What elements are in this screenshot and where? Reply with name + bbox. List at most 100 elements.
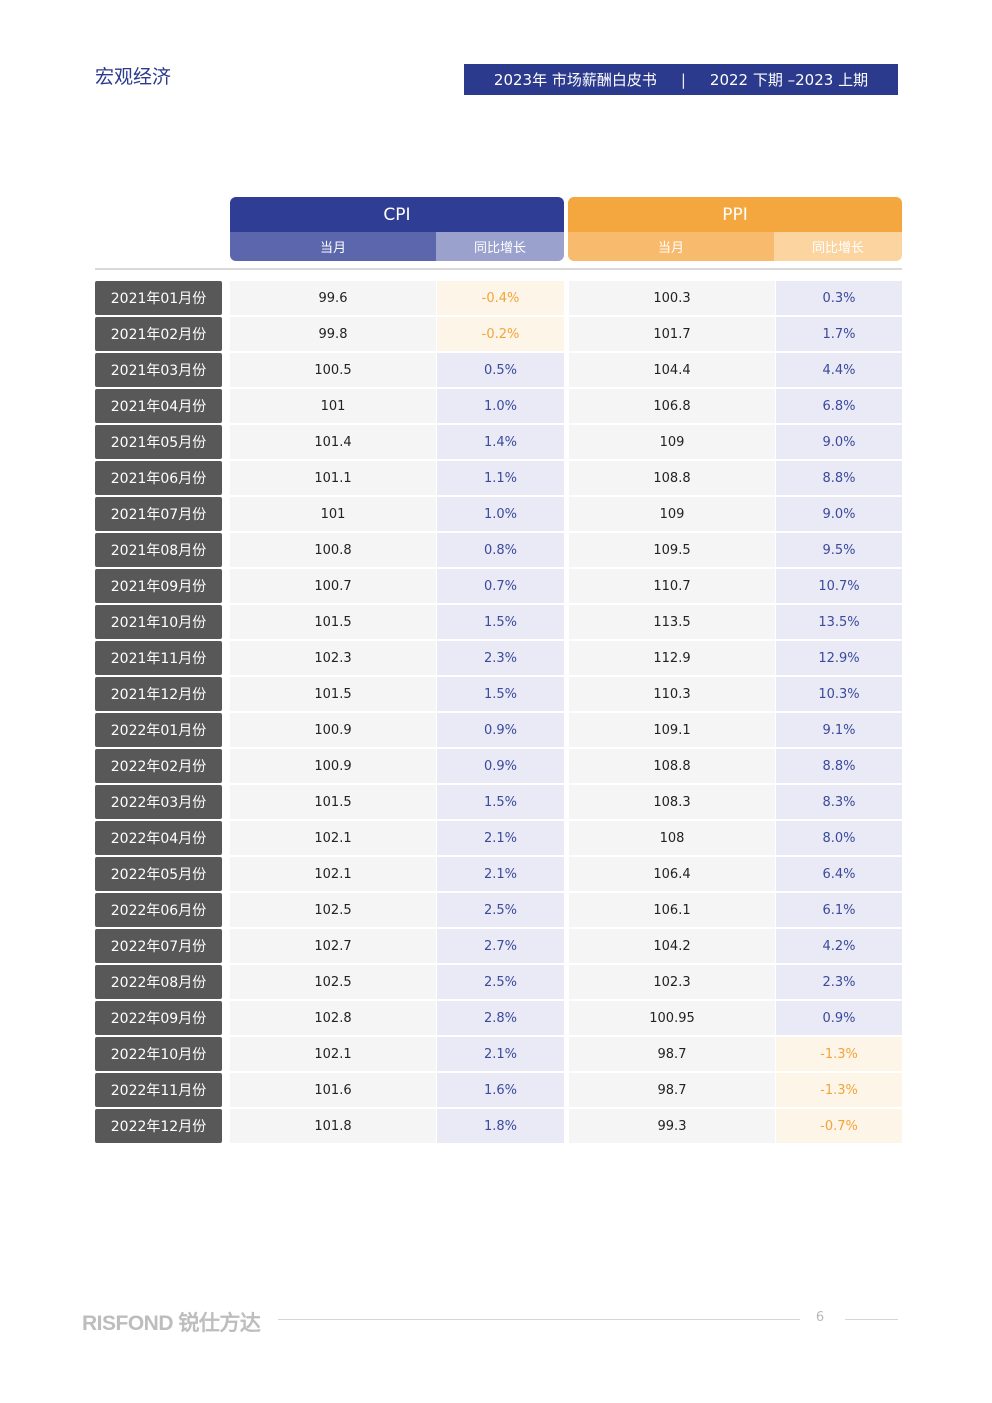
cpi-growth-cell: 0.9% [437, 749, 564, 783]
cpi-value-cell: 102.5 [230, 893, 436, 927]
cpi-growth-cell: -0.4% [437, 281, 564, 315]
month-label: 2021年05月份 [95, 425, 222, 459]
month-label: 2021年12月份 [95, 677, 222, 711]
month-label: 2022年05月份 [95, 857, 222, 891]
cpi-value-cell: 100.9 [230, 713, 436, 747]
ppi-growth-cell: 2.3% [776, 965, 902, 999]
ppi-growth-cell: 10.7% [776, 569, 902, 603]
cpi-growth-cell: 2.3% [437, 641, 564, 675]
cpi-growth-cell: 1.5% [437, 677, 564, 711]
ppi-growth-cell: 13.5% [776, 605, 902, 639]
month-label: 2021年06月份 [95, 461, 222, 495]
table-row: 2021年05月份 101.4 1.4% 109 9.0% [0, 425, 992, 459]
cpi-growth-cell: 1.0% [437, 389, 564, 423]
cpi-value-cell: 101 [230, 389, 436, 423]
month-label: 2021年02月份 [95, 317, 222, 351]
cpi-growth-cell: 2.5% [437, 965, 564, 999]
cpi-growth-cell: 1.6% [437, 1073, 564, 1107]
cpi-growth-cell: 0.5% [437, 353, 564, 387]
cpi-value-cell: 102.1 [230, 1037, 436, 1071]
month-label: 2022年11月份 [95, 1073, 222, 1107]
banner-title: 2023年 市场薪酬白皮书 [493, 71, 657, 89]
banner-separator: | [680, 70, 686, 89]
ppi-value-cell: 104.2 [569, 929, 775, 963]
ppi-growth-cell: 8.3% [776, 785, 902, 819]
ppi-col-growth: 同比增长 [774, 232, 902, 261]
table-row: 2021年09月份 100.7 0.7% 110.7 10.7% [0, 569, 992, 603]
table-row: 2022年11月份 101.6 1.6% 98.7 -1.3% [0, 1073, 992, 1107]
ppi-growth-cell: 10.3% [776, 677, 902, 711]
ppi-value-cell: 98.7 [569, 1037, 775, 1071]
cpi-value-cell: 99.6 [230, 281, 436, 315]
table-row: 2022年08月份 102.5 2.5% 102.3 2.3% [0, 965, 992, 999]
table-row: 2022年06月份 102.5 2.5% 106.1 6.1% [0, 893, 992, 927]
ppi-value-cell: 98.7 [569, 1073, 775, 1107]
cpi-growth-cell: 2.7% [437, 929, 564, 963]
ppi-value-cell: 109.5 [569, 533, 775, 567]
ppi-growth-cell: 4.2% [776, 929, 902, 963]
cpi-growth-cell: 2.1% [437, 857, 564, 891]
cpi-value-cell: 102.5 [230, 965, 436, 999]
table-row: 2022年10月份 102.1 2.1% 98.7 -1.3% [0, 1037, 992, 1071]
ppi-growth-cell: 12.9% [776, 641, 902, 675]
month-label: 2022年04月份 [95, 821, 222, 855]
footer-logo: RISFOND 锐仕方达 [82, 1312, 261, 1335]
footer-divider-left [278, 1319, 800, 1320]
month-label: 2021年11月份 [95, 641, 222, 675]
month-label: 2022年12月份 [95, 1109, 222, 1143]
ppi-growth-cell: 0.3% [776, 281, 902, 315]
table-row: 2022年05月份 102.1 2.1% 106.4 6.4% [0, 857, 992, 891]
section-title: 宏观经济 [95, 66, 172, 88]
ppi-value-cell: 106.1 [569, 893, 775, 927]
table-row: 2022年03月份 101.5 1.5% 108.3 8.3% [0, 785, 992, 819]
month-label: 2021年10月份 [95, 605, 222, 639]
cpi-value-cell: 100.5 [230, 353, 436, 387]
ppi-growth-cell: -1.3% [776, 1073, 902, 1107]
ppi-value-cell: 101.7 [569, 317, 775, 351]
table-row: 2022年04月份 102.1 2.1% 108 8.0% [0, 821, 992, 855]
cpi-growth-cell: 1.0% [437, 497, 564, 531]
ppi-value-cell: 99.3 [569, 1109, 775, 1143]
ppi-value-cell: 100.95 [569, 1001, 775, 1035]
ppi-subheader: 当月 同比增长 [568, 232, 902, 261]
cpi-growth-cell: 1.1% [437, 461, 564, 495]
month-label: 2021年01月份 [95, 281, 222, 315]
ppi-growth-cell: 8.8% [776, 749, 902, 783]
table-row: 2022年02月份 100.9 0.9% 108.8 8.8% [0, 749, 992, 783]
cpi-value-cell: 101.6 [230, 1073, 436, 1107]
ppi-value-cell: 110.7 [569, 569, 775, 603]
ppi-growth-cell: 9.0% [776, 425, 902, 459]
ppi-col-value: 当月 [568, 232, 774, 261]
cpi-growth-cell: 0.9% [437, 713, 564, 747]
cpi-value-cell: 100.8 [230, 533, 436, 567]
ppi-growth-cell: 4.4% [776, 353, 902, 387]
ppi-growth-cell: 9.5% [776, 533, 902, 567]
month-label: 2022年01月份 [95, 713, 222, 747]
month-label: 2022年10月份 [95, 1037, 222, 1071]
ppi-value-cell: 108 [569, 821, 775, 855]
cpi-subheader: 当月 同比增长 [230, 232, 564, 261]
month-label: 2021年03月份 [95, 353, 222, 387]
header-banner: 2023年 市场薪酬白皮书 | 2022 下期 –2023 上期 [464, 64, 898, 95]
month-label: 2021年08月份 [95, 533, 222, 567]
cpi-value-cell: 101.4 [230, 425, 436, 459]
header-divider [95, 268, 902, 270]
cpi-value-cell: 101.1 [230, 461, 436, 495]
banner-period: 2022 下期 –2023 上期 [709, 71, 869, 89]
cpi-value-cell: 100.7 [230, 569, 436, 603]
table-row: 2021年12月份 101.5 1.5% 110.3 10.3% [0, 677, 992, 711]
ppi-growth-cell: -1.3% [776, 1037, 902, 1071]
month-label: 2021年09月份 [95, 569, 222, 603]
ppi-title: PPI [568, 197, 902, 232]
cpi-growth-cell: 2.5% [437, 893, 564, 927]
cpi-growth-cell: 2.8% [437, 1001, 564, 1035]
month-label: 2022年09月份 [95, 1001, 222, 1035]
cpi-growth-cell: 0.7% [437, 569, 564, 603]
cpi-growth-cell: 1.5% [437, 605, 564, 639]
table-row: 2021年01月份 99.6 -0.4% 100.3 0.3% [0, 281, 992, 315]
cpi-header: CPI 当月 同比增长 [230, 197, 564, 261]
cpi-col-growth: 同比增长 [436, 232, 564, 261]
month-label: 2022年02月份 [95, 749, 222, 783]
ppi-value-cell: 109 [569, 425, 775, 459]
ppi-value-cell: 108.8 [569, 749, 775, 783]
